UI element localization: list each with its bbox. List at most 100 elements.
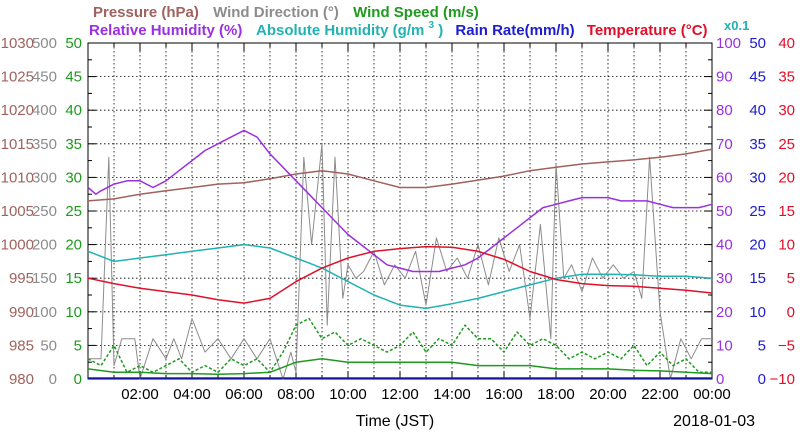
series-pressure-hpa: [87, 148, 713, 202]
x-tick-label: 14:00: [433, 386, 471, 403]
x-tick-label: 10:00: [329, 386, 367, 403]
x-tick-label: 12:00: [381, 386, 419, 403]
tick-label-temperature: 10: [778, 237, 795, 254]
tick-label-temperature: −5: [778, 337, 795, 354]
series-layer: [87, 129, 713, 380]
tick-label-relative-humidity: 0: [716, 371, 724, 388]
tick-label-wind-direction: 250: [32, 203, 57, 220]
tick-label-temperature: 15: [778, 203, 795, 220]
tick-label-wind-speed: 10: [65, 304, 82, 321]
x-tick-label: 00:00: [693, 386, 731, 403]
x-axis: 02:00 04:00 06:00 08:00 10:00 12:00 14:00 16:00…: [87, 43, 731, 403]
legend-absolute-humidity: Absolute Humidity (g/m: [256, 22, 424, 39]
tick-label-wind-direction: 50: [40, 337, 57, 354]
tick-label-wind-direction: 300: [32, 169, 57, 186]
tick-label-rain-rate: 20: [749, 237, 766, 254]
tick-label-pressure: 990: [9, 304, 34, 321]
tick-label-wind-direction: 400: [32, 102, 57, 119]
legend-scale-note: x0.1: [724, 18, 749, 33]
tick-label-wind-direction: 450: [32, 69, 57, 86]
series-wind-speed-m-s: [87, 317, 712, 374]
tick-label-rain-rate: 15: [749, 270, 766, 287]
legend-rain-rate: Rain Rate(mm/h): [455, 22, 574, 39]
chart-date: 2018-01-03: [673, 413, 755, 430]
tick-label-pressure: 985: [9, 337, 34, 354]
tick-label-wind-speed: 35: [65, 136, 82, 153]
x-tick-label: 16:00: [485, 386, 523, 403]
tick-label-wind-speed: 0: [74, 371, 82, 388]
tick-label-wind-direction: 350: [32, 136, 57, 153]
tick-label-pressure: 1025: [1, 69, 34, 86]
tick-label-wind-speed: 40: [65, 102, 82, 119]
legend-wind-speed: Wind Speed (m/s): [353, 4, 479, 21]
tick-label-wind-direction: 150: [32, 270, 57, 287]
tick-label-temperature: 5: [787, 270, 795, 287]
tick-label-pressure: 1030: [1, 35, 34, 52]
tick-label-rain-rate: 10: [749, 304, 766, 321]
tick-label-wind-speed: 30: [65, 169, 82, 186]
tick-label-wind-direction: 0: [49, 371, 57, 388]
legend-row-1: Pressure (hPa) Wind Direction (°) Wind S…: [93, 4, 479, 21]
x-tick-label: 02:00: [121, 386, 159, 403]
legend-wind-direction: Wind Direction (°): [213, 4, 339, 21]
tick-label-temperature: 20: [778, 169, 795, 186]
x-axis-label: Time (JST): [356, 413, 435, 430]
x-tick-label: 18:00: [537, 386, 575, 403]
x-tick-label: 08:00: [277, 386, 315, 403]
tick-label-wind-speed: 25: [65, 203, 82, 220]
tick-label-relative-humidity: 30: [716, 270, 733, 287]
tick-label-wind-speed: 45: [65, 69, 82, 86]
tick-label-temperature: 30: [778, 102, 795, 119]
legend-relative-humidity: Relative Humidity (%): [89, 22, 242, 39]
x-tick-label: 22:00: [641, 386, 679, 403]
tick-label-temperature: 40: [778, 35, 795, 52]
tick-label-temperature: 35: [778, 69, 795, 86]
tick-label-rain-rate: 0: [758, 371, 766, 388]
right-axes: 0102030405060708090100051015202530354045…: [704, 35, 795, 388]
left-axes: 9809859909951000100510101015102010251030…: [1, 35, 96, 388]
series-temperature-c: [87, 245, 713, 304]
tick-label-pressure: 1005: [1, 203, 34, 220]
x-tick-label: 06:00: [225, 386, 263, 403]
legend-temperature: Temperature (°C): [587, 22, 708, 39]
tick-label-rain-rate: 30: [749, 169, 766, 186]
tick-label-relative-humidity: 60: [716, 169, 733, 186]
tick-label-pressure: 1010: [1, 169, 34, 186]
tick-label-pressure: 1000: [1, 237, 34, 254]
tick-label-relative-humidity: 10: [716, 337, 733, 354]
tick-label-rain-rate: 50: [749, 35, 766, 52]
tick-label-pressure: 980: [9, 371, 34, 388]
legend-pressure: Pressure (hPa): [93, 4, 199, 21]
tick-label-pressure: 1020: [1, 102, 34, 119]
tick-label-wind-speed: 50: [65, 35, 82, 52]
tick-label-temperature: 0: [787, 304, 795, 321]
tick-label-relative-humidity: 90: [716, 69, 733, 86]
tick-label-pressure: 1015: [1, 136, 34, 153]
grid-lines: [88, 43, 712, 379]
tick-label-wind-speed: 15: [65, 270, 82, 287]
tick-label-wind-direction: 200: [32, 237, 57, 254]
tick-label-relative-humidity: 70: [716, 136, 733, 153]
tick-label-rain-rate: 5: [758, 337, 766, 354]
legend-row-2: Relative Humidity (%) Absolute Humidity …: [89, 15, 708, 39]
tick-label-rain-rate: 40: [749, 102, 766, 119]
tick-label-wind-direction: 500: [32, 35, 57, 52]
tick-label-pressure: 995: [9, 270, 34, 287]
tick-label-wind-direction: 100: [32, 304, 57, 321]
tick-label-temperature: −10: [770, 371, 795, 388]
tick-label-rain-rate: 35: [749, 136, 766, 153]
tick-label-wind-speed: 20: [65, 237, 82, 254]
tick-label-wind-speed: 5: [74, 337, 82, 354]
tick-label-relative-humidity: 20: [716, 304, 733, 321]
legend-abs-humidity-superscript: 3: [429, 20, 435, 31]
tick-label-relative-humidity: 40: [716, 237, 733, 254]
tick-label-temperature: 25: [778, 136, 795, 153]
tick-label-relative-humidity: 50: [716, 203, 733, 220]
tick-label-rain-rate: 25: [749, 203, 766, 220]
series-absolute-humidity-g-m3: [87, 243, 713, 310]
x-tick-label: 20:00: [589, 386, 627, 403]
tick-label-relative-humidity: 100: [716, 35, 741, 52]
series-relative-humidity: [87, 129, 713, 273]
